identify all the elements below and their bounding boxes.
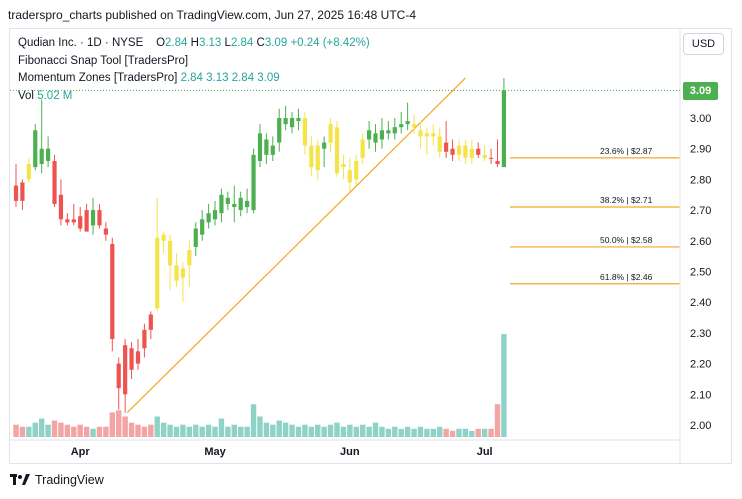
symbol-title[interactable]: Qudian Inc. · 1D · NYSE [18, 37, 144, 49]
change-value: +0.24 (+8.42%) [290, 37, 370, 49]
indicator-momentum-values: 2.84 3.13 2.84 3.09 [180, 72, 280, 84]
legend-ohlc-row: Qudian Inc. · 1D · NYSE O2.84 H3.13 L2.8… [18, 35, 370, 53]
low-label: L [224, 37, 231, 49]
open-value: 2.84 [165, 37, 188, 49]
high-value: 3.13 [198, 37, 222, 49]
high-label: H [190, 37, 199, 49]
indicator-fibonacci[interactable]: Fibonacci Snap Tool [TradersPro] [18, 54, 189, 67]
tradingview-logo[interactable]: TradingView [10, 473, 104, 487]
open-label: O [156, 37, 166, 49]
volume-label: Vol [18, 89, 34, 102]
tradingview-wordmark: TradingView [35, 473, 104, 487]
chart-frame [9, 28, 732, 464]
volume-value: 5.02 M [37, 89, 73, 102]
low-value: 2.84 [230, 37, 254, 49]
indicator-momentum: Momentum Zones [TradersPro] [18, 72, 178, 84]
indicator-volume-row[interactable]: Vol 5.02 M [18, 88, 370, 106]
close-value: 3.09 [264, 37, 288, 49]
close-label: C [256, 37, 265, 49]
publish-caption: traderspro_charts published on TradingVi… [8, 8, 417, 22]
indicator-momentum-row[interactable]: Momentum Zones [TradersPro] 2.84 3.13 2.… [18, 70, 370, 88]
tradingview-icon [10, 474, 30, 485]
currency-button[interactable]: USD [683, 33, 724, 55]
last-price-label: 3.09 [683, 82, 718, 100]
chart-legend: Qudian Inc. · 1D · NYSE O2.84 H3.13 L2.8… [18, 35, 370, 105]
